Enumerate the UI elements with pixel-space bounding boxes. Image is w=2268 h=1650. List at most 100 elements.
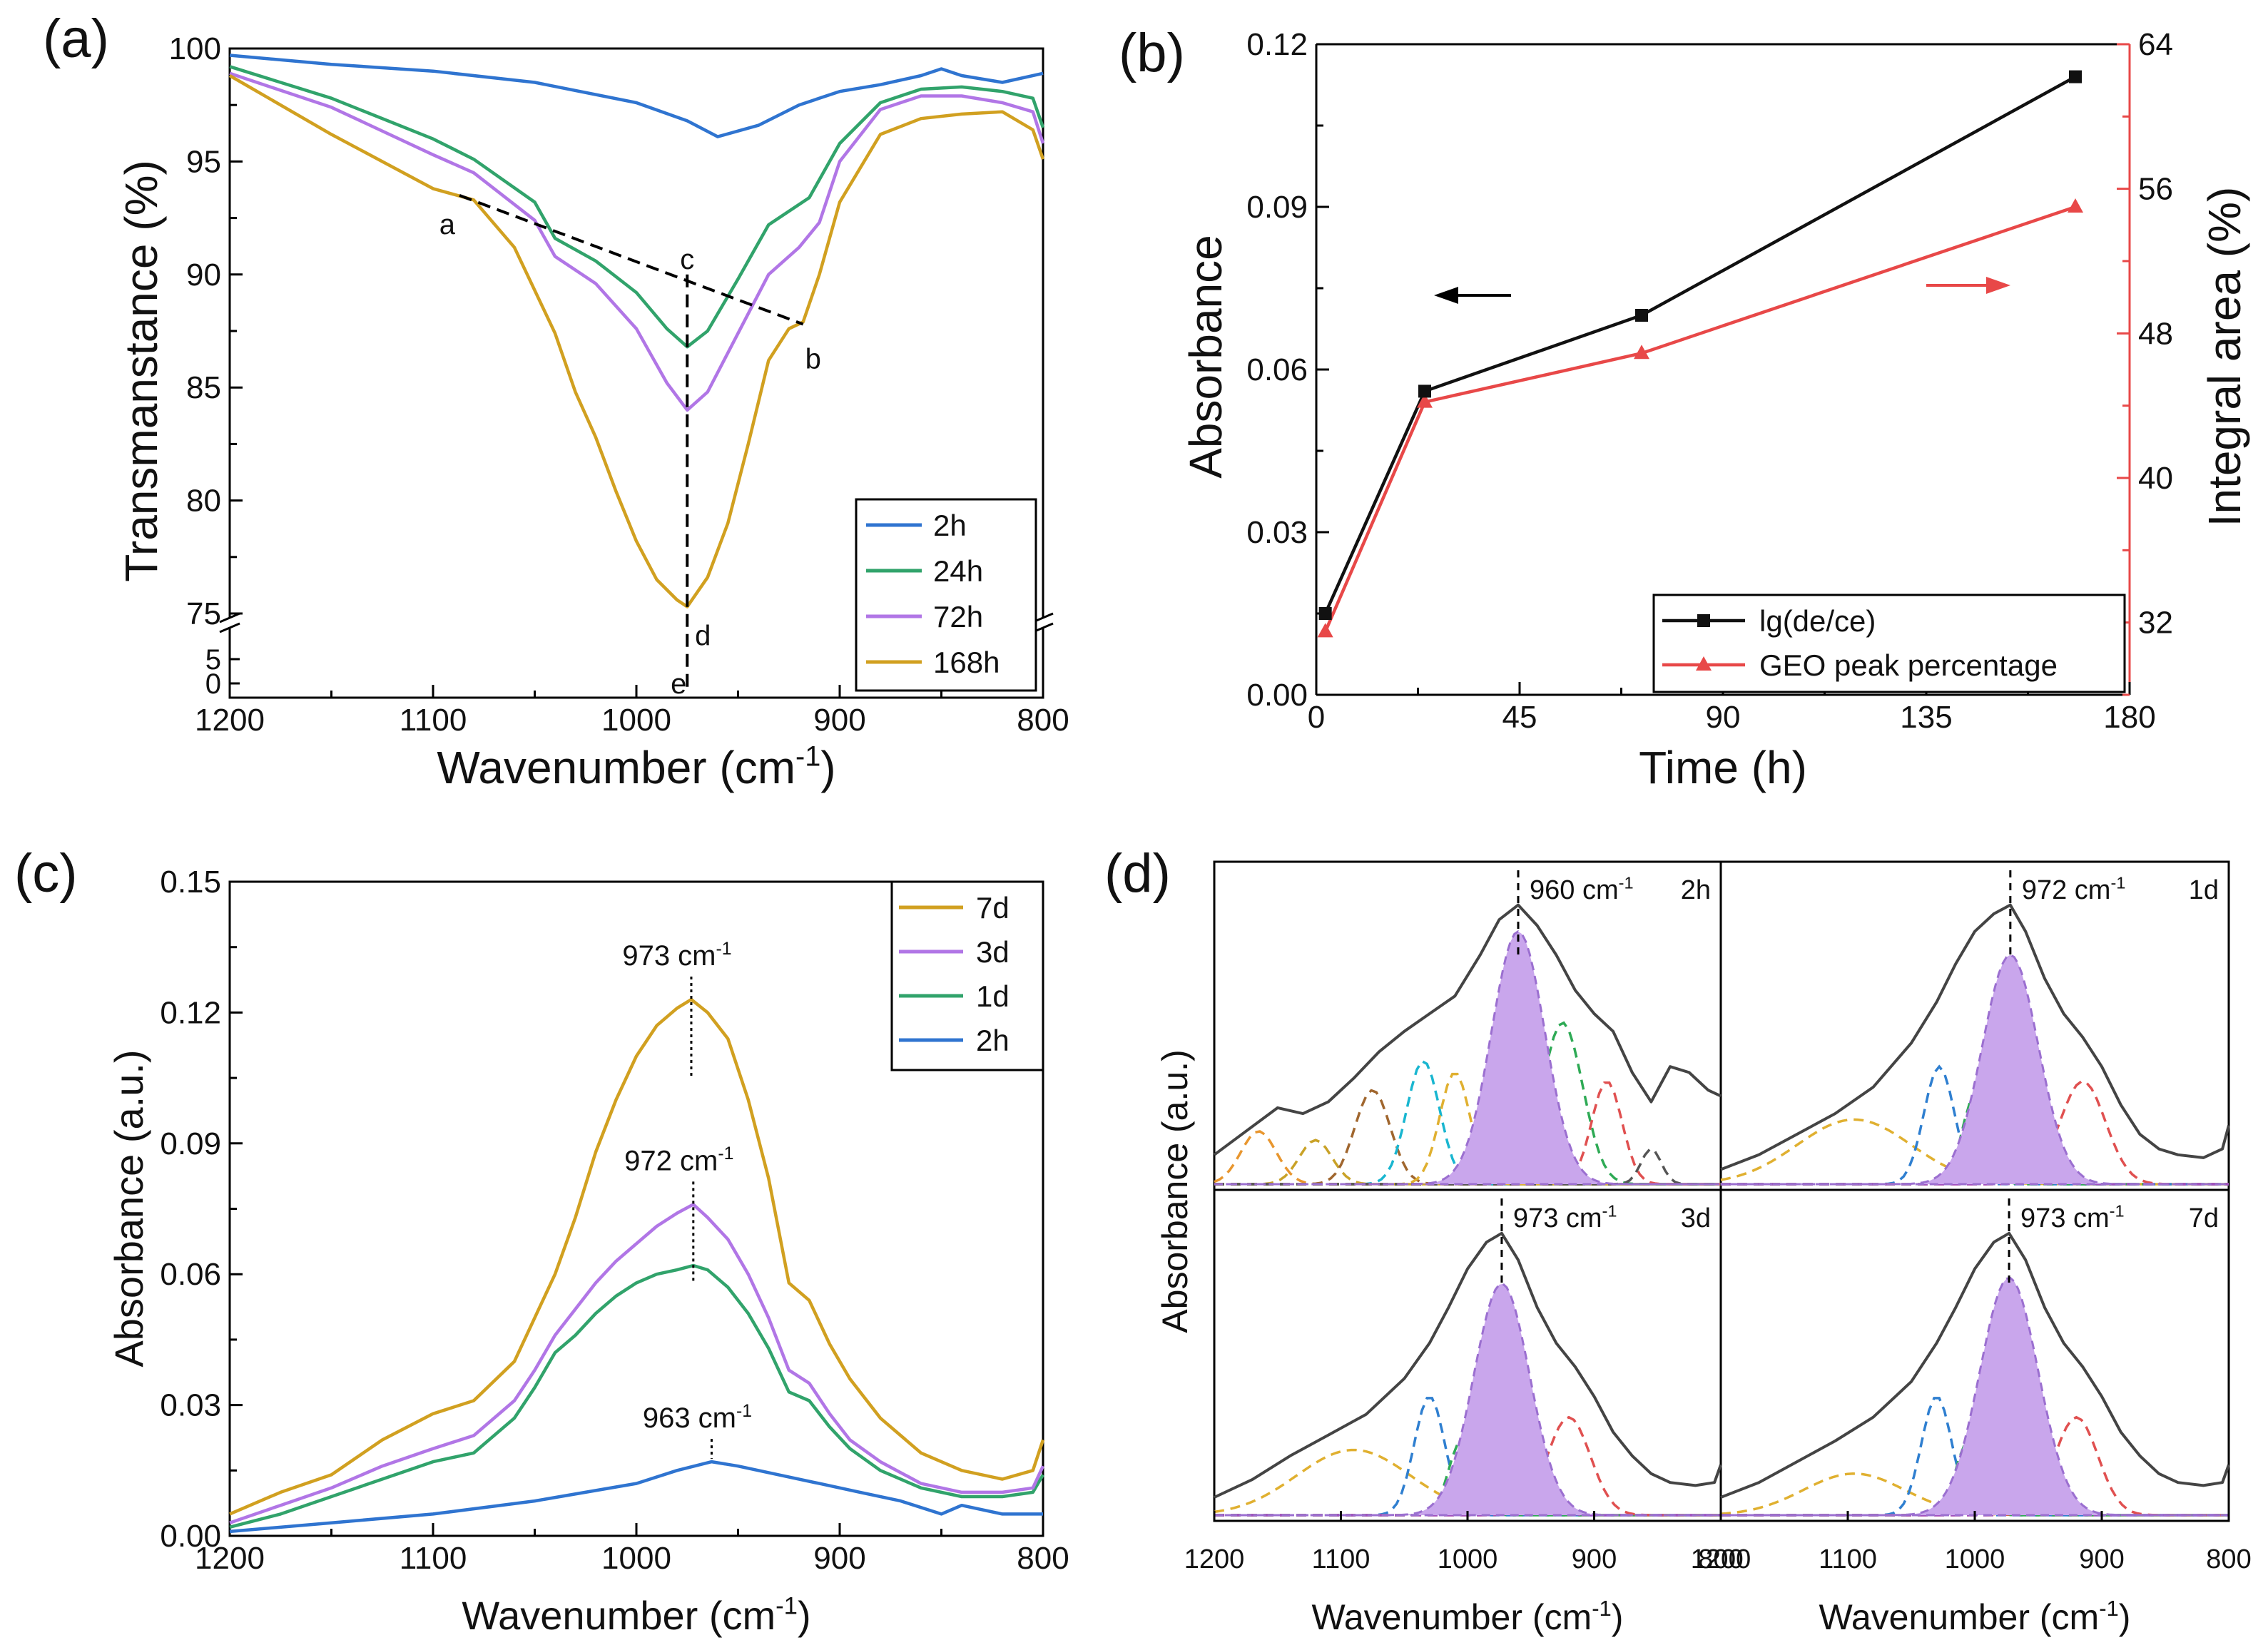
series-line-2h [229,54,1044,138]
legend-marker-geo [1696,656,1712,671]
y-tick-label: 80 [186,484,221,519]
legend-box [890,880,1044,1071]
legend-label-1d: 1d [976,979,1010,1013]
panel-c-chart: 1200 1100 1000 900 800 0.00 0.03 0.06 0.09 0.12 0.… [106,865,1069,1638]
x-tick-label: 180 [2103,700,2155,735]
annotation-b: b [805,343,821,375]
y-axis-title: Absorbance (a.u.) [106,1049,151,1367]
annotation-a: a [439,209,456,240]
marker-square [1418,385,1431,398]
envelope-line [1213,903,1722,1156]
y-tick-label: 75 [186,596,221,631]
x-tick-label: 1000 [1945,1544,2005,1574]
y-left-axis-title: Absorbance [1180,235,1231,479]
x-tick-label: 90 [1706,700,1741,735]
y-tick-label: 0.00 [160,1519,221,1554]
x-axis-title: Wavenumber (cm-1) [1819,1596,2131,1637]
y-tick-label: 85 [186,370,221,405]
x-tick-label: 1200 [195,703,265,738]
x-tick-label: 1200 [1691,1544,1751,1574]
x-tick-label: 1100 [1312,1544,1371,1574]
peak-label-0: 973 cm-1 [622,939,731,972]
axis-break-mark [219,622,240,633]
panel-label-d: (d) [1104,843,1171,904]
marker-triangle [1634,345,1649,360]
x-tick-label: 1000 [1438,1544,1498,1574]
envelope-line [1720,1231,2230,1499]
x-tick-label: 1000 [601,1541,671,1576]
marker-square [1635,309,1648,322]
y-tick-label: 0.03 [160,1388,221,1423]
peak-label-2: 963 cm-1 [643,1402,752,1434]
legend-marker-lg [1697,614,1710,627]
x-tick-label: 135 [1900,700,1952,735]
x-axis-title: Time (h) [1639,742,1807,793]
y-tick-label: 0.15 [160,865,221,900]
x-tick-label: 1100 [1819,1544,1877,1574]
marker-triangle [2068,198,2083,213]
panel-label-c: (c) [14,843,78,904]
y-left-tick-label: 0.12 [1246,27,1308,62]
series-line-2h [229,1460,1043,1534]
series-line-7d [229,997,1045,1516]
y-axis-title: Transmanstance (%) [116,160,167,582]
y-right-tick-label: 64 [2138,27,2173,62]
y-tick-label-lower: 5 [205,644,221,676]
baseline-dashed-line [459,194,804,326]
legend-label-72h: 72h [933,600,983,633]
x-tick-label: 1200 [195,1541,265,1576]
subplot-tag: 3d [1681,1203,1711,1233]
legend-box [855,498,1037,692]
x-tick-label: 45 [1502,700,1537,735]
y-tick-label: 0.09 [160,1126,221,1161]
y-axis-title: Absorbance (a.u.) [1155,1049,1195,1333]
y-tick-label: 100 [169,31,221,66]
x-tick-label: 800 [1017,703,1069,738]
legend-box [1652,594,2126,693]
legend-label-2h: 2h [933,509,967,542]
y-right-tick-label: 40 [2138,461,2173,496]
y-left-tick-label: 0.00 [1246,678,1308,713]
series-line-geo [1323,205,2076,633]
peak-label: 972 cm-1 [2022,874,2126,905]
subplot-tag: 7d [2189,1203,2219,1233]
main-peak-fill [1214,1283,1720,1517]
legend-label-7d: 7d [976,891,1010,925]
axis-break-gap [220,618,240,628]
x-tick-label: 900 [2079,1544,2124,1574]
marker-triangle [1417,393,1433,408]
panel-b-chart: 0 45 90 135 180 0.00 0.03 0.06 0.09 0.12 32 40 48 56 6… [1180,27,2250,793]
y-right-tick-label: 56 [2138,172,2173,207]
subplot-tag: 2h [1681,875,1711,905]
legend-label-3d: 3d [976,935,1010,969]
x-axis-title: Wavenumber (cm-1) [462,1593,810,1638]
main-peak-fill [1214,930,1720,1186]
x-tick-label: 800 [1698,1544,1743,1574]
legend-label-2h: 2h [976,1024,1010,1057]
right-arrow-head [1986,277,2010,294]
legend-label-geo: GEO peak percentage [1759,648,2058,682]
subplot-tag: 1d [2189,875,2219,905]
peak-label: 973 cm-1 [2020,1202,2125,1233]
y-left-tick-label: 0.03 [1246,515,1308,550]
y-tick-label-lower: 0 [205,668,221,700]
marker-square [2069,70,2082,83]
main-peak-fill [1721,1276,2228,1517]
peak-label-1: 972 cm-1 [624,1144,733,1176]
panel-a-chart: 1200 1100 1000 900 800 100 95 90 85 80 75 50 a b c de Wa… [116,31,1069,793]
series-line-3d [229,1203,1045,1524]
main-peak-fill [1721,953,2228,1186]
envelope-line [1214,1231,1722,1499]
y-right-tick-label: 48 [2138,316,2173,351]
y-tick-label: 90 [186,258,221,292]
y-tick-label: 95 [186,144,221,179]
legend-label-168h: 168h [933,646,1000,679]
x-tick-label: 900 [1572,1544,1617,1574]
x-axis-title: Wavenumber (cm-1) [1312,1596,1624,1637]
marker-square [1318,607,1332,620]
y-left-tick-label: 0.09 [1246,190,1308,225]
peak-label: 973 cm-1 [1513,1202,1617,1233]
x-tick-label: 800 [1017,1541,1069,1576]
panel-d-chart: 960 cm-1 2h 972 cm-1 1d 973 cm-1 3d 973 cm-1 7d… [1155,860,2252,1637]
x-tick-label: 1100 [400,1541,467,1576]
